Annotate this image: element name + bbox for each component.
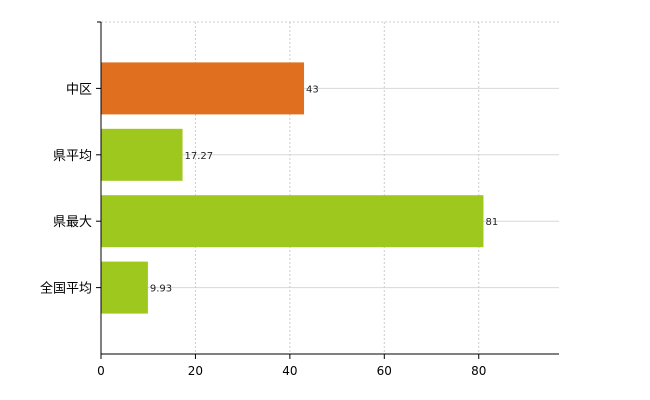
category-label: 全国平均 [40,281,92,297]
data-label: 81 [485,217,498,228]
bar [101,195,484,248]
x-tick-label: 40 [282,364,297,378]
category-label: 中区 [66,82,92,97]
category-label: 県平均 [53,149,92,164]
bar [101,261,148,314]
x-tick-label: 80 [471,364,486,378]
bar [101,128,183,181]
data-label: 17.27 [185,151,214,162]
axes [96,21,559,359]
x-tick-label: 0 [97,364,105,378]
x-tick-label: 20 [188,364,203,378]
data-label: 9.93 [150,284,172,295]
category-label: 県最大 [53,215,92,230]
bars [101,62,484,314]
x-tick-label: 60 [377,364,392,378]
data-label: 43 [306,84,319,95]
bar [101,62,305,115]
